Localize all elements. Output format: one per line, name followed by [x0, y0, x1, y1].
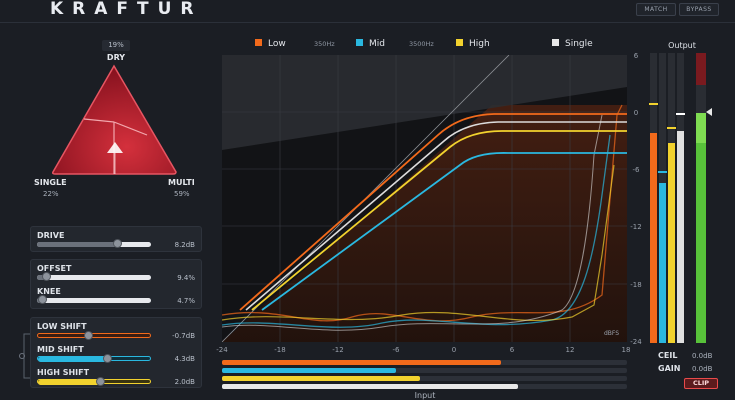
single-band-label: Single	[565, 39, 593, 49]
gain-value[interactable]: 0.0dB	[692, 365, 713, 373]
dry-value: 19%	[102, 40, 130, 51]
legend-high[interactable]: High	[456, 39, 490, 51]
input-meter-single	[222, 384, 627, 389]
drive-slider[interactable]	[37, 239, 151, 248]
brand-logo: KRAFTUR	[0, 0, 210, 22]
clip-button[interactable]: CLIP	[684, 378, 718, 389]
knee-label: KNEE	[37, 287, 61, 296]
x-tick-12: 12	[565, 346, 575, 354]
y-tick-neg12: -12	[630, 223, 642, 231]
knee-knob[interactable]	[37, 295, 47, 304]
offset-label: OFFSET	[37, 264, 72, 273]
low-shift-label: LOW SHIFT	[37, 322, 87, 331]
gain-label: GAIN	[658, 364, 681, 373]
y-tick-neg24: -24	[630, 338, 642, 346]
low-band-label: Low	[268, 39, 286, 49]
match-button[interactable]: MATCH	[636, 3, 676, 16]
multi-value: 59%	[174, 190, 190, 198]
shift-group: LOW SHIFT -0.7dB MID SHIFT 4.3dB HIGH SH…	[30, 317, 202, 388]
drive-group: DRIVE 8.2dB	[30, 226, 202, 252]
db-unit: dBFS	[604, 330, 620, 337]
ceil-label: CEIL	[658, 351, 678, 360]
ceiling-zone	[222, 55, 627, 150]
mid-shift-knob[interactable]	[103, 354, 113, 363]
offset-slider[interactable]	[37, 272, 151, 281]
y-tick-0: 0	[633, 109, 639, 117]
low-swatch	[255, 39, 262, 46]
mid-shift-slider[interactable]	[37, 354, 151, 363]
offset-knee-group: OFFSET 9.4% KNEE 4.7%	[30, 259, 202, 309]
multi-label: MULTI	[168, 178, 195, 187]
x-tick-0: 0	[451, 346, 457, 354]
input-meter-high	[222, 376, 627, 381]
legend-low[interactable]: Low	[255, 39, 286, 51]
x-tick-neg24: -24	[216, 346, 228, 354]
ceil-value[interactable]: 0.0dB	[692, 352, 713, 360]
mix-triangle[interactable]	[48, 62, 180, 180]
x-tick-neg18: -18	[274, 346, 286, 354]
y-tick-neg18: -18	[630, 281, 642, 289]
legend-single[interactable]: Single	[552, 39, 593, 51]
low-shift-knob[interactable]	[84, 331, 94, 340]
high-curve	[251, 130, 627, 311]
drive-knob[interactable]	[112, 239, 122, 248]
mix-point-icon[interactable]	[107, 142, 123, 153]
mid-shift-label: MID SHIFT	[37, 345, 84, 354]
crossover-low-value[interactable]: 350Hz	[314, 40, 335, 48]
y-tick-neg6: -6	[632, 166, 640, 174]
single-curve	[245, 121, 627, 311]
mid-curve	[261, 152, 627, 311]
single-spectrum	[222, 114, 603, 331]
high-band-label: High	[469, 39, 490, 49]
crossover-high-value[interactable]: 3500Hz	[409, 40, 434, 48]
high-shift-value: 2.0dB	[174, 378, 195, 386]
brand-name: KRAFTUR	[50, 0, 203, 19]
output-meters	[649, 53, 712, 343]
output-label: Output	[668, 41, 696, 50]
high-shift-knob[interactable]	[95, 377, 105, 386]
x-tick-neg6: -6	[392, 346, 400, 354]
mid-band-label: Mid	[369, 39, 385, 49]
knee-value: 4.7%	[177, 297, 195, 305]
input-label: Input	[414, 391, 436, 400]
mid-swatch	[356, 39, 363, 46]
mid-spectrum	[222, 134, 611, 328]
high-shift-label: HIGH SHIFT	[37, 368, 90, 377]
x-tick-neg12: -12	[332, 346, 344, 354]
low-shift-value: -0.7dB	[172, 332, 195, 340]
bypass-button[interactable]: BYPASS	[679, 3, 719, 16]
single-swatch	[552, 39, 559, 46]
offset-knob[interactable]	[42, 272, 52, 281]
high-swatch	[456, 39, 463, 46]
high-spectrum	[222, 164, 615, 322]
x-tick-18: 18	[621, 346, 631, 354]
header-divider	[0, 22, 735, 23]
input-meter-low	[222, 360, 627, 365]
dry-label: DRY	[106, 53, 126, 62]
knee-slider[interactable]	[37, 295, 151, 304]
x-tick-6: 6	[509, 346, 515, 354]
transfer-curve-graph[interactable]	[222, 55, 627, 342]
drive-label: DRIVE	[37, 231, 65, 240]
offset-value: 9.4%	[177, 274, 195, 282]
low-shift-slider[interactable]	[37, 331, 151, 340]
mid-shift-value: 4.3dB	[174, 355, 195, 363]
legend-mid[interactable]: Mid	[356, 39, 385, 51]
drive-value: 8.2dB	[174, 241, 195, 249]
shift-link-icon[interactable]	[18, 330, 32, 382]
low-curve	[239, 113, 627, 311]
gain-area	[222, 105, 627, 342]
high-shift-slider[interactable]	[37, 377, 151, 386]
single-value: 22%	[43, 190, 59, 198]
input-meter-mid	[222, 368, 627, 373]
y-tick-6: 6	[633, 52, 639, 60]
single-label: SINGLE	[34, 178, 67, 187]
